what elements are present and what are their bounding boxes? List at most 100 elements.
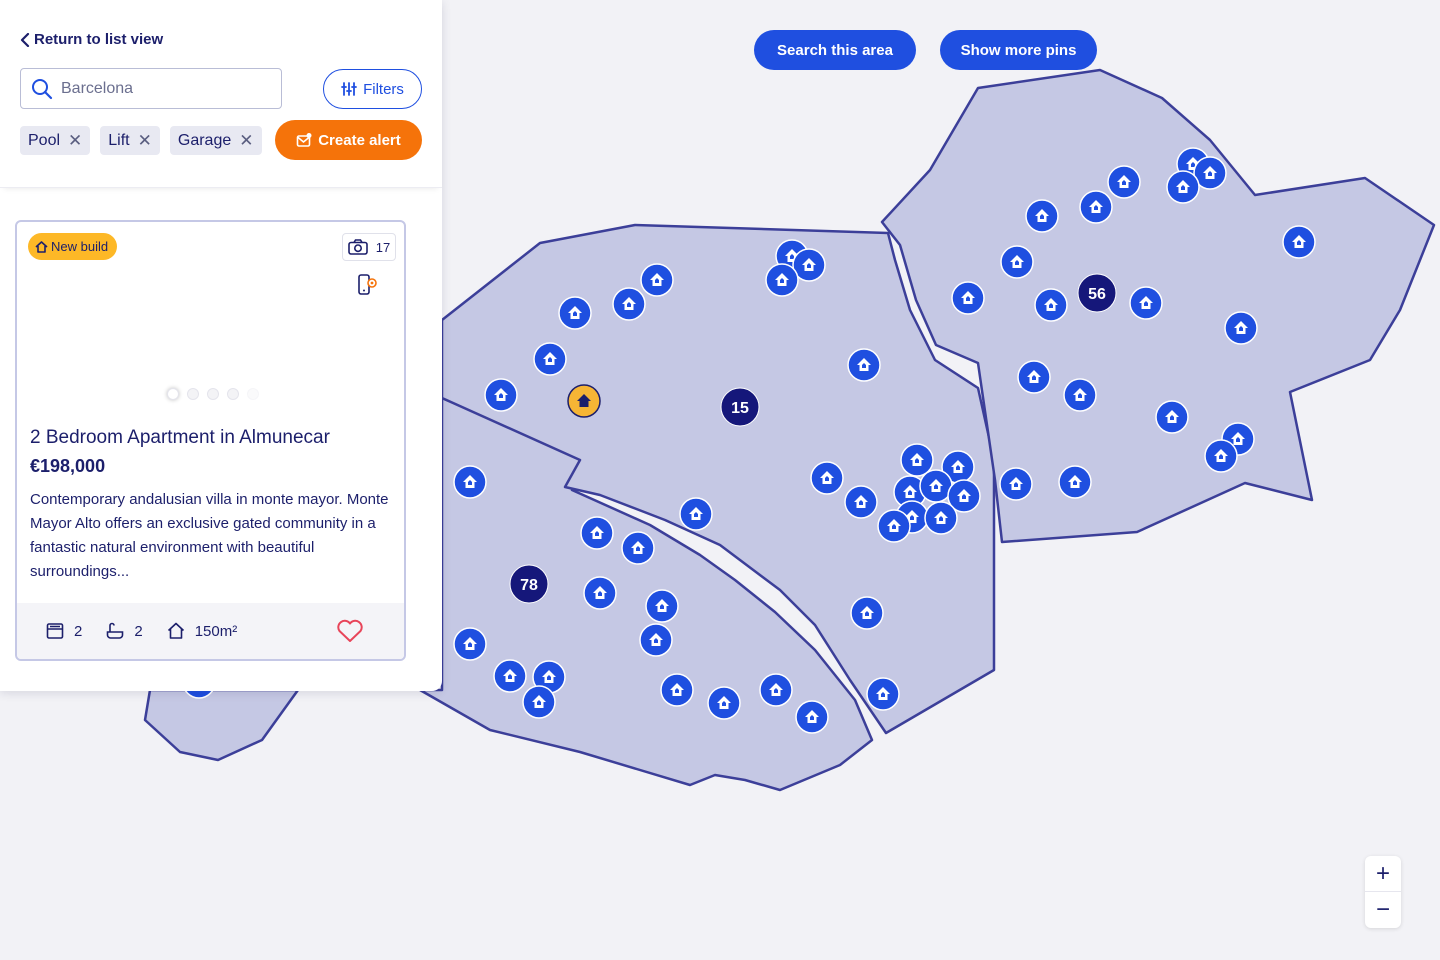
property-pin[interactable]: [558, 296, 592, 330]
property-pin[interactable]: [484, 378, 518, 412]
property-pin[interactable]: [792, 248, 826, 282]
property-pin[interactable]: [645, 589, 679, 623]
property-pin[interactable]: [850, 596, 884, 630]
property-pin[interactable]: [532, 660, 566, 694]
bathrooms-feature: 2: [106, 622, 143, 640]
home-pin-icon: [1234, 321, 1248, 334]
property-pin[interactable]: [583, 576, 617, 610]
property-card[interactable]: New build 17 2 Bedroom Apartment in Almu…: [15, 220, 406, 661]
property-pin[interactable]: [621, 531, 655, 565]
property-pin[interactable]: [900, 443, 934, 477]
favorite-button[interactable]: [336, 619, 364, 647]
property-pin[interactable]: [1034, 288, 1068, 322]
cluster-count: 15: [731, 400, 749, 417]
home-pin-icon: [802, 258, 816, 271]
home-pin-icon: [1292, 235, 1306, 248]
home-pin-icon: [887, 519, 901, 532]
home-pin-icon: [857, 358, 871, 371]
property-pin[interactable]: [660, 673, 694, 707]
listing-title[interactable]: 2 Bedroom Apartment in Almunecar: [30, 427, 330, 448]
property-pin[interactable]: [924, 501, 958, 535]
area-feature: 150m²: [167, 622, 237, 640]
search-controls: Return to list view Filters Pool ✕ Lift ✕ …: [0, 0, 442, 188]
property-pin[interactable]: [1155, 400, 1189, 434]
property-pin[interactable]: [580, 516, 614, 550]
property-pin[interactable]: [1063, 378, 1097, 412]
remove-chip-icon[interactable]: ✕: [68, 130, 83, 150]
property-pin[interactable]: [1017, 360, 1051, 394]
location-search: [20, 68, 282, 109]
property-pin[interactable]: [795, 700, 829, 734]
property-pin[interactable]: [707, 686, 741, 720]
remove-chip-icon[interactable]: ✕: [239, 130, 254, 150]
property-pin[interactable]: [759, 673, 793, 707]
carousel-dot[interactable]: [167, 388, 179, 400]
property-pin[interactable]: [1224, 311, 1258, 345]
home-pin-icon: [1165, 410, 1179, 423]
property-pin[interactable]: [453, 627, 487, 661]
search-panel: Return to list view Filters Pool ✕ Lift ✕ …: [0, 0, 442, 691]
property-pin[interactable]: [1025, 199, 1059, 233]
property-pin[interactable]: [1129, 286, 1163, 320]
selected-property-pin[interactable]: [567, 384, 601, 418]
show-more-pins-button[interactable]: Show more pins: [940, 30, 1097, 70]
carousel-dot[interactable]: [247, 388, 259, 400]
home-pin-icon: [1044, 298, 1058, 311]
search-this-area-button[interactable]: Search this area: [754, 30, 916, 70]
property-pin[interactable]: [765, 263, 799, 297]
property-pin[interactable]: [493, 659, 527, 693]
search-input[interactable]: [61, 79, 261, 98]
photo-count[interactable]: 17: [342, 233, 396, 261]
property-pin[interactable]: [522, 685, 556, 719]
house-icon: [167, 622, 184, 639]
cluster-marker[interactable]: 56: [1077, 273, 1117, 313]
cluster-marker[interactable]: 15: [720, 387, 760, 427]
property-pin[interactable]: [1204, 439, 1238, 473]
zoom-out-button[interactable]: −: [1375, 896, 1390, 923]
property-pin[interactable]: [1193, 156, 1227, 190]
create-alert-button[interactable]: Create alert: [275, 120, 422, 160]
filter-chip: Garage ✕: [169, 126, 262, 155]
property-pin[interactable]: [1282, 225, 1316, 259]
property-pin[interactable]: [1058, 465, 1092, 499]
home-pin-icon: [503, 669, 517, 682]
return-to-list-link[interactable]: Return to list view: [20, 31, 163, 48]
property-pin[interactable]: [951, 281, 985, 315]
property-pin[interactable]: [612, 287, 646, 321]
filters-button[interactable]: Filters: [323, 69, 422, 109]
zoom-in-button[interactable]: +: [1365, 856, 1401, 892]
cluster-marker[interactable]: 78: [509, 564, 549, 604]
home-pin-icon: [655, 599, 669, 612]
property-pin[interactable]: [639, 623, 673, 657]
property-pin[interactable]: [947, 479, 981, 513]
home-pin-icon: [769, 683, 783, 696]
home-pin-icon: [1203, 166, 1217, 179]
home-pin-icon: [1089, 200, 1103, 213]
zoom-controls: + −: [1365, 856, 1401, 928]
home-pin-icon: [670, 683, 684, 696]
property-pin[interactable]: [844, 485, 878, 519]
property-pin[interactable]: [810, 461, 844, 495]
home-pin-icon: [854, 495, 868, 508]
property-pin[interactable]: [533, 342, 567, 376]
carousel-dot[interactable]: [207, 388, 219, 400]
property-pin[interactable]: [999, 467, 1033, 501]
property-pin[interactable]: [453, 465, 487, 499]
carousel-dot[interactable]: [227, 388, 239, 400]
carousel-dot[interactable]: [187, 388, 199, 400]
property-pin[interactable]: [1107, 165, 1141, 199]
home-pin-icon: [1214, 449, 1228, 462]
property-pin[interactable]: [1000, 245, 1034, 279]
property-pin[interactable]: [847, 348, 881, 382]
virtual-tour-icon[interactable]: [358, 274, 378, 301]
property-pin[interactable]: [640, 263, 674, 297]
property-pin[interactable]: [1079, 190, 1113, 224]
property-pin[interactable]: [919, 469, 953, 503]
property-pin[interactable]: [679, 497, 713, 531]
remove-chip-icon[interactable]: ✕: [137, 130, 152, 150]
property-pin[interactable]: [1166, 170, 1200, 204]
property-pin[interactable]: [877, 509, 911, 543]
home-pin-icon: [951, 460, 965, 473]
property-pin[interactable]: [866, 677, 900, 711]
